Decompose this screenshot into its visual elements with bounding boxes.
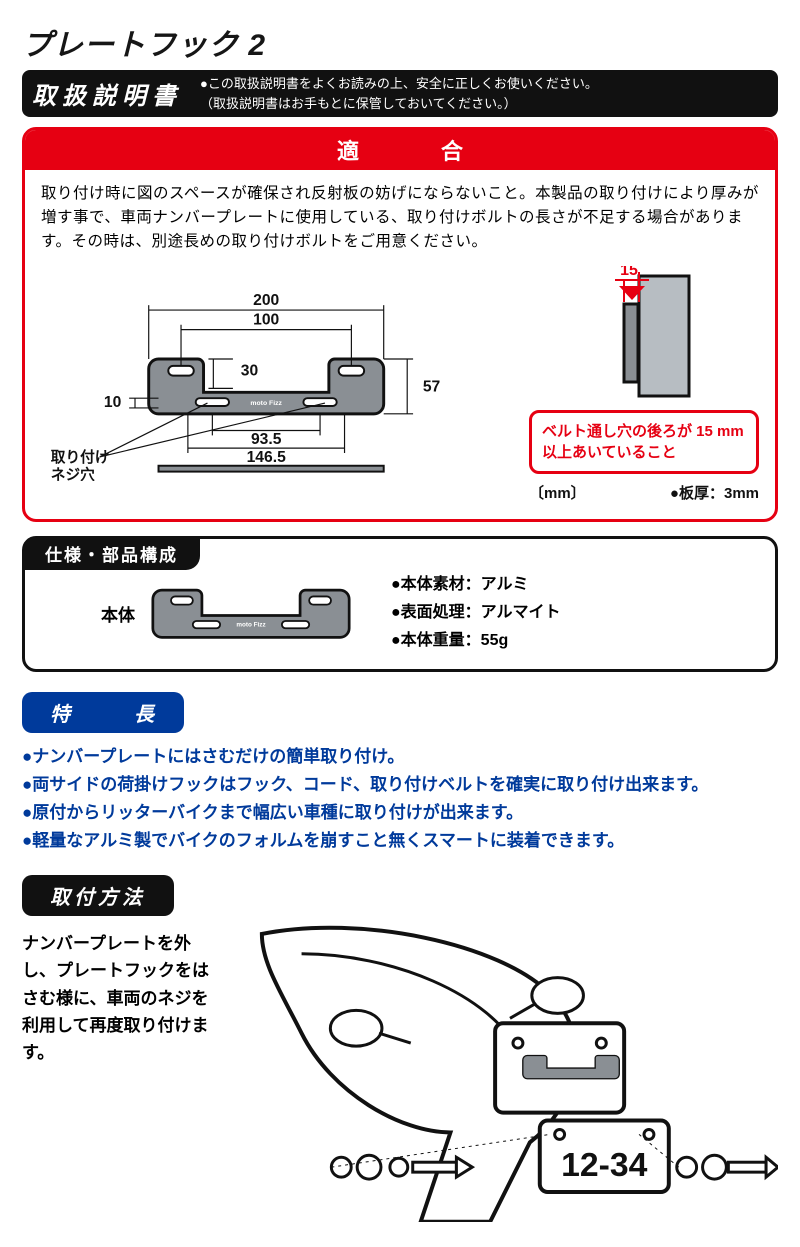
svg-text:30: 30: [241, 363, 259, 380]
svg-text:93.5: 93.5: [251, 431, 282, 448]
svg-text:ネジ穴: ネジ穴: [51, 465, 95, 481]
side-callout: ベルト通し穴の後ろが 15 mm以上あいていること: [529, 410, 759, 474]
feature-item: 両サイドの荷掛けフックはフック、コード、取り付けベルトを確実に取り付け出来ます。: [22, 771, 778, 799]
spec-item: 本体重量：55g: [391, 627, 561, 655]
svg-text:100: 100: [253, 312, 279, 329]
compat-text: 取り付け時に図のスペースが確保され反射板の妨げにならないこと。本製品の取り付けに…: [41, 182, 759, 254]
feature-list: ナンバープレートにはさむだけの簡単取り付け。 両サイドの荷掛けフックはフック、コ…: [22, 743, 778, 855]
thickness-label: ●板厚：3mm: [670, 482, 759, 503]
unit-label: 〔mm〕: [529, 482, 586, 503]
svg-text:moto Fizz: moto Fizz: [250, 400, 282, 407]
header-note: ●この取扱説明書をよくお読みの上、安全に正しくお使いください。 （取扱説明書はお…: [200, 74, 598, 113]
product-title: プレートフック 2: [22, 20, 778, 64]
spec-item: 表面処理：アルマイト: [391, 599, 561, 627]
feature-item: ナンバープレートにはさむだけの簡単取り付け。: [22, 743, 778, 771]
install-pill: 取付方法: [22, 875, 174, 916]
header-note-line1: ●この取扱説明書をよくお読みの上、安全に正しくお使いください。: [200, 74, 598, 94]
doc-label: 取扱説明書: [32, 76, 182, 111]
spec-box: 仕様・部品構成 本体 moto Fizz 本体素材：アルミ 表面処理：アルマイト: [22, 536, 778, 672]
svg-text:取り付け: 取り付け: [51, 448, 110, 466]
feature-item: 原付からリッターバイクまで幅広い車種に取り付けが出来ます。: [22, 799, 778, 827]
front-diagram: moto Fizz: [41, 266, 511, 486]
svg-text:15: 15: [620, 266, 638, 279]
svg-text:57: 57: [423, 378, 441, 395]
svg-text:146.5: 146.5: [247, 449, 286, 466]
spec-item: 本体素材：アルミ: [391, 571, 561, 599]
spec-plate-icon: moto Fizz: [151, 581, 351, 645]
svg-text:12-34: 12-34: [561, 1146, 648, 1184]
install-illustration: 12-34: [242, 924, 778, 1227]
header-note-line2: （取扱説明書はお手もとに保管しておいてください。）: [200, 94, 598, 114]
compat-heading: 適 合: [25, 130, 775, 170]
feature-item: 軽量なアルミ製でバイクのフォルムを崩すこと無くスマートに装着できます。: [22, 827, 778, 855]
spec-list: 本体素材：アルミ 表面処理：アルマイト 本体重量：55g: [391, 571, 561, 655]
compat-box: 適 合 取り付け時に図のスペースが確保され反射板の妨げにならないこと。本製品の取…: [22, 127, 778, 522]
features-pill: 特 長: [22, 692, 184, 733]
svg-text:10: 10: [104, 394, 122, 411]
side-diagram: 15 ベルト通し穴の後ろが 15 mm以上あいていること 〔mm〕 ●板厚：3m…: [529, 266, 759, 503]
install-text: ナンバープレートを外し、プレートフックをはさむ様に、車両のネジを利用して再度取り…: [22, 924, 222, 1066]
spec-pill: 仕様・部品構成: [23, 537, 200, 570]
header-bar: 取扱説明書 ●この取扱説明書をよくお読みの上、安全に正しくお使いください。 （取…: [22, 70, 778, 117]
spec-body-label: 本体: [101, 601, 135, 626]
svg-text:moto Fizz: moto Fizz: [236, 622, 265, 629]
svg-text:200: 200: [253, 292, 279, 309]
